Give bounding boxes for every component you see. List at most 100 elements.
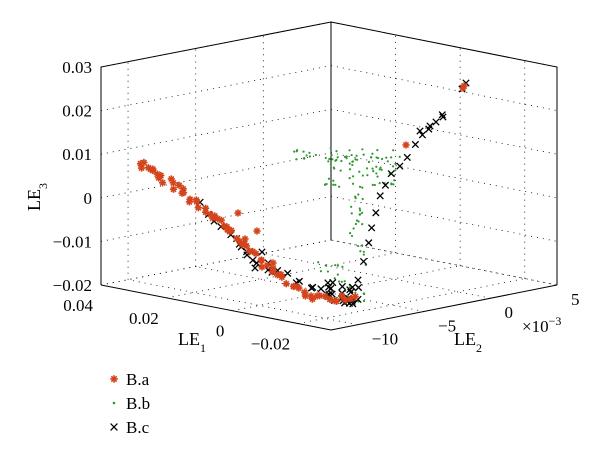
point-b-b (327, 160, 330, 163)
legend-dot (112, 401, 116, 405)
point-b-b (317, 261, 320, 264)
point-b-b (348, 149, 351, 152)
point-b-a (333, 297, 341, 305)
point-b-c (249, 256, 257, 264)
y-tick-label: −10 (372, 330, 399, 349)
point-b-b (314, 153, 317, 157)
point-b-b (370, 156, 373, 159)
point-b-b (334, 159, 337, 162)
point-b-b (373, 183, 376, 187)
point-b-b (327, 177, 331, 180)
point-b-b (390, 183, 393, 186)
point-b-c (367, 224, 376, 232)
grid-line-7 (330, 152, 558, 199)
legend-marker-dot (112, 401, 116, 405)
point-b-b (361, 148, 364, 151)
point-b-c (317, 285, 325, 293)
point-b-b (354, 158, 357, 161)
point-b-b (295, 158, 298, 161)
point-b-c (418, 131, 427, 139)
point-b-b (393, 179, 396, 182)
point-b-b (329, 163, 332, 166)
legend-x (110, 423, 118, 431)
point-b-a (169, 179, 177, 187)
y-axis-label: LE2 (454, 329, 482, 355)
point-b-a (278, 273, 286, 281)
point-b-a (169, 185, 178, 193)
point-b-b (362, 253, 365, 256)
point-b-b (354, 222, 358, 226)
legend-item-b-a: B.a (110, 370, 150, 389)
grid-line-5 (330, 108, 558, 155)
legend-marker-asterisk (110, 375, 118, 383)
point-b-a (217, 216, 225, 224)
point-b-a (321, 292, 329, 300)
point-b-b (336, 156, 339, 159)
point-b-b (362, 292, 365, 295)
point-b-b (361, 186, 364, 189)
point-b-b (333, 277, 336, 280)
point-b-c (416, 127, 424, 135)
point-b-a (194, 204, 202, 212)
point-b-c (381, 181, 390, 189)
point-b-b (340, 280, 343, 283)
z-axis-label: LE3 (24, 183, 50, 211)
z-tick-label: −0.01 (53, 232, 92, 251)
point-b-b (295, 149, 299, 152)
z-tick-label: 0.01 (62, 145, 92, 164)
point-b-c (387, 169, 395, 178)
grid-line-3 (330, 65, 558, 111)
point-b-b (358, 207, 361, 210)
point-b-c (324, 279, 332, 287)
point-b-a (253, 227, 261, 235)
point-b-b (380, 157, 384, 161)
point-b-a (140, 158, 148, 167)
axes-frame (100, 21, 558, 331)
legend: B.a B.b B.c (110, 370, 150, 437)
point-b-b (354, 195, 357, 198)
point-b-b (350, 205, 353, 208)
grid-line-11 (330, 239, 558, 286)
x-tick-label: −0.02 (251, 335, 290, 354)
point-b-b (391, 165, 395, 168)
point-b-b (352, 227, 355, 230)
point-b-a (341, 296, 349, 304)
point-b-b (340, 159, 343, 163)
y-tick-label: 5 (571, 290, 580, 309)
point-b-b (378, 182, 381, 185)
point-b-c (359, 257, 368, 266)
data-points (136, 79, 470, 308)
point-b-b (348, 232, 352, 235)
point-b-c (283, 269, 292, 277)
point-b-b (334, 264, 337, 267)
point-b-b (378, 168, 381, 171)
point-b-b (335, 150, 338, 153)
x-axis-label: LE1 (178, 329, 206, 355)
point-b-b (305, 154, 308, 157)
x-tick-label: 0.04 (63, 296, 93, 315)
legend-item-b-b: B.b (112, 394, 150, 413)
point-b-b (350, 153, 353, 157)
point-b-b (367, 160, 371, 164)
point-b-b (394, 162, 397, 165)
point-b-c (327, 284, 335, 293)
point-b-b (351, 175, 355, 178)
point-b-b (350, 212, 353, 215)
point-b-b (392, 149, 395, 152)
point-b-b (343, 155, 347, 159)
point-b-a (227, 226, 235, 235)
point-b-c (376, 192, 384, 200)
point-b-b (303, 156, 306, 160)
point-b-a (351, 292, 359, 301)
point-b-b (392, 183, 395, 186)
point-b-b (359, 250, 362, 253)
point-b-b (325, 182, 328, 186)
grid-line-26 (330, 239, 558, 286)
point-b-b (357, 220, 360, 223)
point-b-b (332, 166, 335, 169)
point-b-b (375, 172, 378, 175)
point-b-c (354, 276, 362, 284)
point-b-a (178, 189, 186, 197)
grid-line-4 (100, 108, 332, 155)
